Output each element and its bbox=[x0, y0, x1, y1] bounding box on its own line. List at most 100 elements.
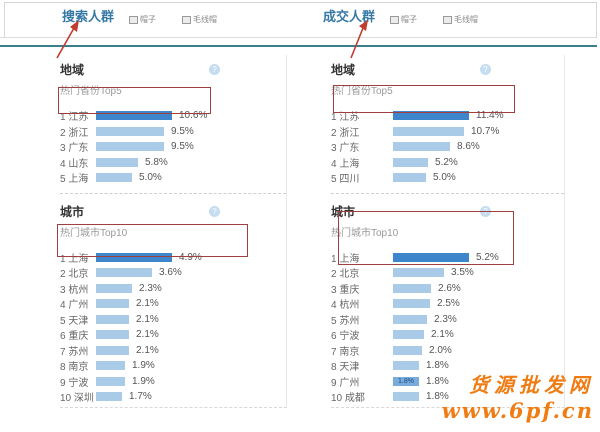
chart-row: 9 宁波 1.9% bbox=[60, 374, 286, 390]
section-subtitle: 热门城市Top10 bbox=[331, 227, 399, 239]
row-rank-and-name: 3 广东 bbox=[331, 143, 360, 155]
section-title: 地域 bbox=[331, 63, 356, 77]
tab-search-crowd[interactable]: 搜索人群 bbox=[62, 9, 115, 24]
chart-row: 3 重庆 2.6% bbox=[331, 281, 564, 297]
chart-row: 1 上海 4.9% bbox=[60, 250, 286, 266]
keyword-chip[interactable]: 毛线帽 bbox=[182, 14, 217, 25]
row-bar bbox=[96, 283, 132, 293]
section-subtitle: 热门省份Top5 bbox=[60, 86, 122, 97]
row-rank-and-name: 1 上海 bbox=[331, 253, 360, 265]
chart-row: 1 上海 5.2% bbox=[331, 250, 564, 266]
row-rank-and-name: 1 江苏 bbox=[331, 112, 360, 124]
row-rank-and-name: 2 北京 bbox=[60, 269, 89, 281]
help-icon[interactable]: ? bbox=[480, 205, 491, 217]
row-percent: 9.5% bbox=[171, 125, 194, 137]
chart-row: 2 北京 3.6% bbox=[60, 265, 286, 281]
row-percent: 3.6% bbox=[159, 267, 182, 279]
row-bar bbox=[393, 361, 419, 371]
row-percent: 8.6% bbox=[457, 141, 480, 153]
row-rank-and-name: 5 四川 bbox=[331, 174, 360, 186]
watermark: 货源批发网 www.6pf.cn bbox=[442, 369, 594, 423]
section-title: 城市 bbox=[60, 204, 85, 219]
divider bbox=[0, 37, 597, 38]
chart-row: 10 成都 1.8% bbox=[331, 389, 564, 405]
row-percent: 5.0% bbox=[433, 172, 456, 184]
chart-row: 6 宁波 2.1% bbox=[331, 327, 564, 343]
watermark-site-name: 货源批发网 bbox=[469, 373, 594, 397]
row-bar bbox=[393, 252, 469, 262]
keyword-chip-label: 毛线帽 bbox=[193, 15, 217, 24]
keyword-chip[interactable]: 毛线帽 bbox=[443, 14, 478, 25]
keyword-chip-label: 帽子 bbox=[140, 15, 156, 24]
row-rank-and-name: 7 苏州 bbox=[60, 346, 89, 358]
chart-row: 3 杭州 2.3% bbox=[60, 281, 286, 297]
row-rank-and-name: 2 浙江 bbox=[331, 127, 360, 139]
tab-deal-crowd[interactable]: 成交人群 bbox=[323, 9, 376, 24]
chart-row: 8 天津 1.8% bbox=[331, 358, 564, 374]
row-percent: 4.9% bbox=[179, 251, 202, 263]
help-icon[interactable]: ? bbox=[209, 64, 220, 75]
section-region: 地域 ? 热门省份Top5 1 江苏 11.4% 2 浙江 10.7% 3 广东… bbox=[331, 55, 564, 186]
chart-row: 1 江苏 11.4% bbox=[331, 108, 564, 124]
row-bar bbox=[393, 173, 426, 183]
row-bar bbox=[393, 299, 430, 309]
row-bar bbox=[96, 268, 152, 278]
teal-divider bbox=[0, 45, 597, 47]
row-bar bbox=[393, 142, 450, 152]
row-bar bbox=[393, 111, 469, 121]
row-percent: 1.8% bbox=[426, 391, 449, 403]
row-bar bbox=[393, 330, 424, 340]
tabgroup-search: 搜索人群 bbox=[62, 6, 114, 26]
row-rank-and-name: 1 江苏 bbox=[60, 112, 89, 124]
row-percent: 3.5% bbox=[451, 267, 474, 279]
chart-row: 7 苏州 2.1% bbox=[60, 343, 286, 359]
row-bar bbox=[393, 126, 464, 136]
tabgroup-deal: 成交人群 bbox=[323, 6, 375, 26]
row-percent: 5.2% bbox=[435, 156, 458, 168]
row-percent: 2.1% bbox=[136, 344, 159, 356]
help-icon[interactable]: ? bbox=[209, 205, 220, 217]
row-percent: 2.1% bbox=[136, 313, 159, 325]
help-icon[interactable]: ? bbox=[480, 64, 491, 75]
row-percent: 2.6% bbox=[438, 282, 461, 294]
row-bar: 1.8% bbox=[393, 376, 419, 386]
keyword-chip[interactable]: 帽子 bbox=[129, 14, 156, 25]
section-subtitle: 热门城市Top10 bbox=[60, 227, 128, 239]
row-percent: 9.5% bbox=[171, 141, 194, 153]
row-percent: 1.7% bbox=[129, 391, 152, 403]
row-percent: 10.7% bbox=[471, 125, 500, 137]
row-bar bbox=[393, 392, 419, 402]
row-bar bbox=[96, 361, 125, 371]
chart-row: 1 江苏 10.6% bbox=[60, 108, 286, 124]
chart-row: 4 杭州 2.5% bbox=[331, 296, 564, 312]
section-city: 城市 ? 热门城市Top10 1 上海 5.2% 2 北京 3.5% 3 重庆 … bbox=[331, 192, 564, 405]
row-rank-and-name: 6 重庆 bbox=[60, 331, 89, 343]
chart-row: 4 山东 5.8% bbox=[60, 155, 286, 171]
keyword-chip[interactable]: 帽子 bbox=[390, 14, 417, 25]
chart-row: 3 广东 9.5% bbox=[60, 139, 286, 155]
row-rank-and-name: 10 深圳 bbox=[60, 393, 94, 405]
chart-row: 9 广州 1.8% 1.8% bbox=[331, 374, 564, 390]
row-percent: 2.1% bbox=[136, 298, 159, 310]
chart-row: 3 广东 8.6% bbox=[331, 139, 564, 155]
row-percent: 1.8% bbox=[426, 360, 449, 372]
row-rank-and-name: 8 南京 bbox=[60, 362, 89, 374]
row-rank-and-name: 3 广东 bbox=[60, 143, 89, 155]
row-percent: 2.3% bbox=[139, 282, 162, 294]
row-percent: 1.8% bbox=[426, 375, 449, 387]
row-rank-and-name: 2 浙江 bbox=[60, 127, 89, 139]
row-percent: 1.9% bbox=[132, 360, 155, 372]
row-rank-and-name: 6 宁波 bbox=[331, 331, 360, 343]
row-percent: 10.6% bbox=[179, 110, 208, 122]
chart-row: 7 南京 2.0% bbox=[331, 343, 564, 359]
keyword-chips-deal: 帽子 毛线帽 bbox=[390, 14, 590, 25]
chart-row: 5 上海 5.0% bbox=[60, 170, 286, 186]
row-rank-and-name: 2 北京 bbox=[331, 269, 360, 281]
chart-row: 6 重庆 2.1% bbox=[60, 327, 286, 343]
chart-row: 8 南京 1.9% bbox=[60, 358, 286, 374]
bar-overlay-value: 1.8% bbox=[398, 377, 414, 385]
row-bar bbox=[393, 268, 444, 278]
row-rank-and-name: 5 上海 bbox=[60, 174, 89, 186]
row-bar bbox=[96, 252, 172, 262]
